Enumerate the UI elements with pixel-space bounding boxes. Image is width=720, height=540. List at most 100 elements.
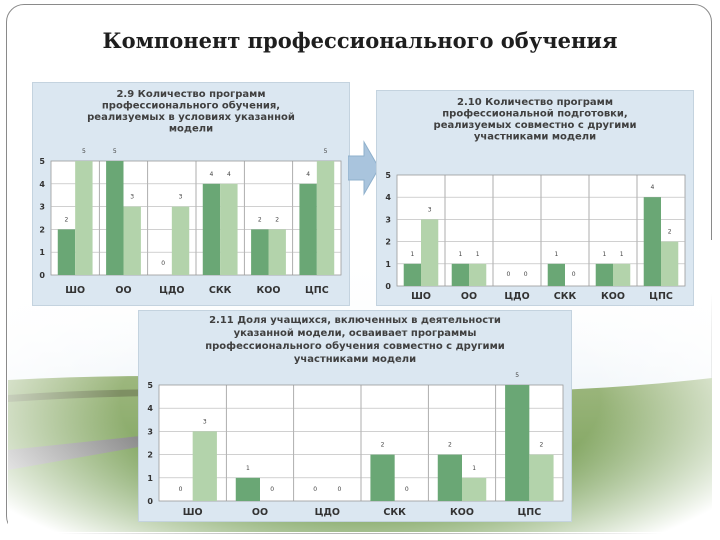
chart-title-line: участниками модели [474,132,596,143]
y-tick-label: 1 [147,474,153,483]
data-label: 1 [472,465,476,472]
data-label: 2 [448,442,452,449]
data-label: 4 [306,171,310,178]
data-label: 1 [410,251,414,258]
data-label: 2 [275,216,279,223]
y-tick-label: 3 [147,427,153,436]
chart-title-line: профессиональной подготовки, [442,108,627,120]
bar [403,263,421,286]
data-label: 1 [476,251,480,258]
y-tick-label: 0 [385,282,391,291]
bar [106,161,124,275]
category-label: ЦПС [649,291,673,302]
category-label: КОО [257,285,281,296]
bar [437,454,462,501]
data-label: 5 [113,148,117,155]
y-tick-label: 4 [39,180,45,189]
data-label: 5 [82,148,86,155]
data-label: 2 [258,216,262,223]
data-label: 0 [572,271,576,278]
category-label: ОО [461,291,477,302]
y-tick-label: 5 [147,381,153,390]
category-label: ЦДО [159,285,184,296]
y-tick-label: 2 [385,238,391,247]
y-tick-label: 5 [385,171,391,180]
chart-panel-2-9: 2.9 Количество программ профессионального… [32,82,350,306]
chart-2-11: 2.11 Доля учащихся, включенных в деятель… [147,315,564,518]
data-label: 0 [313,486,317,493]
data-label: 0 [161,260,165,267]
y-tick-label: 3 [39,203,45,212]
data-label: 0 [270,486,274,493]
category-label: КОО [601,291,625,302]
bar [661,241,679,286]
bar [529,454,554,501]
chart-title-line: 2.9 Количество программ [116,89,265,100]
data-label: 3 [203,418,207,425]
data-label: 0 [524,271,528,278]
chart-title-line: реализуемых в условиях указанной [87,112,295,123]
category-label: ШО [183,507,203,518]
chart-title-line: указанной модели, осваивает программы [234,328,477,339]
chart-panel-2-10: 2.10 Количество программ профессиональной… [376,90,694,306]
bar [613,263,631,286]
bar [299,183,317,275]
bar [235,477,260,501]
bar [451,263,469,286]
data-label: 4 [210,171,214,178]
data-label: 0 [405,486,409,493]
data-label: 5 [324,148,328,155]
bar [595,263,613,286]
chart-title-line: реализуемых совместно с другими [434,120,637,131]
slide-title: Компонент профессионального обучения [102,28,618,53]
data-label: 2 [65,216,69,223]
data-label: 1 [554,251,558,258]
y-tick-label: 2 [39,225,45,234]
data-label: 3 [179,194,183,201]
bar [202,183,221,275]
category-label: ЦДО [315,507,340,518]
data-label: 2 [540,442,544,449]
chart-2-10: 2.10 Количество программпрофессиональной… [385,97,686,302]
category-label: СКК [554,291,577,302]
bar [421,219,439,286]
bar [316,161,335,275]
data-label: 1 [602,251,606,258]
category-label: СКК [209,285,232,296]
y-tick-label: 2 [147,451,153,460]
category-label: ЦПС [517,507,541,518]
bar [192,431,217,501]
y-tick-label: 0 [147,497,153,506]
chart-2-9: 2.9 Количество программпрофессионального… [39,89,342,296]
chart-title-line: 2.11 Доля учащихся, включенных в деятель… [209,315,501,326]
category-label: СКК [383,507,406,518]
bar [75,161,93,275]
data-label: 1 [458,251,462,258]
y-tick-label: 1 [385,260,391,269]
chart-panel-2-11: 2.11 Доля учащихся, включенных в деятель… [138,310,572,522]
chart-title-line: 2.10 Количество программ [457,97,613,108]
y-tick-label: 0 [39,271,45,280]
y-tick-label: 5 [39,157,45,166]
bar [268,229,286,275]
data-label: 2 [381,442,385,449]
bar [220,183,238,275]
data-label: 5 [515,372,519,379]
bar [57,229,76,275]
data-label: 4 [227,171,231,178]
bar [643,197,661,286]
data-label: 3 [428,206,432,213]
category-label: КОО [450,507,474,518]
bar [251,229,269,275]
category-label: ЦПС [305,285,329,296]
bar [171,206,190,275]
data-label: 1 [246,465,250,472]
chart-title-line: профессионального обучения совместно с д… [205,340,505,352]
category-label: ОО [252,507,268,518]
bar [505,385,530,501]
chart-title-line: участниками модели [294,354,416,365]
category-label: ШО [411,291,431,302]
bar [469,263,487,286]
chart-title-line: модели [169,124,213,135]
